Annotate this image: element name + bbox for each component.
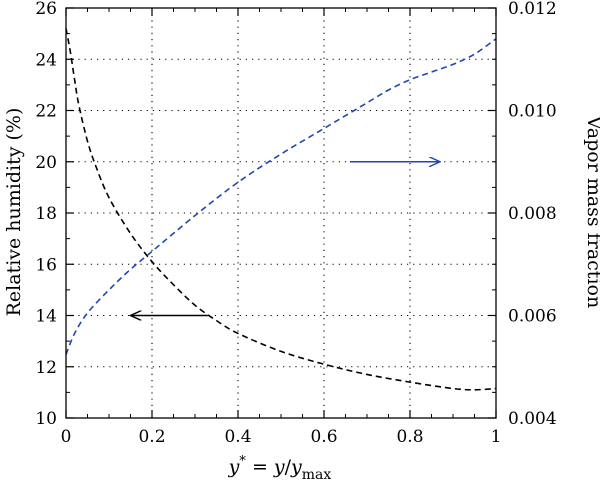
y-right-tick-label: 0.010 bbox=[508, 102, 557, 122]
x-label-var: y bbox=[228, 456, 240, 478]
y-left-tick-label: 22 bbox=[35, 102, 57, 122]
x-label-sub: max bbox=[302, 467, 332, 483]
x-axis-label: y* = y/ymax bbox=[228, 454, 332, 483]
y-left-tick-label: 20 bbox=[35, 153, 57, 173]
x-label-slash: / bbox=[285, 456, 292, 478]
y-right-tick-label: 0.004 bbox=[508, 409, 557, 429]
x-label-num: y bbox=[273, 456, 285, 478]
y-left-tick-label: 10 bbox=[35, 409, 57, 429]
x-tick-label: 0.8 bbox=[396, 427, 423, 447]
y-left-tick-label: 24 bbox=[35, 50, 57, 70]
x-tick-label: 0.6 bbox=[310, 427, 337, 447]
x-label-sup: * bbox=[239, 454, 246, 469]
tick-labels: 0 0.2 0.4 0.6 0.8 1 10 12 14 16 18 20 22 24 26 0.004 0.0… bbox=[35, 0, 556, 447]
y-right-tick-label: 0.006 bbox=[508, 307, 557, 327]
plot-frame bbox=[65, 7, 497, 419]
x-label-den: y bbox=[290, 456, 302, 478]
y-left-tick-label: 16 bbox=[35, 255, 57, 275]
y-left-tick-label: 14 bbox=[35, 307, 57, 327]
vapor-mass-fraction-line bbox=[65, 38, 497, 355]
x-tick-label: 0.4 bbox=[224, 427, 251, 447]
ticks bbox=[65, 7, 497, 419]
annotations bbox=[131, 162, 441, 316]
y-left-tick-label: 18 bbox=[35, 204, 57, 224]
grid bbox=[66, 8, 496, 418]
y-right-tick-label: 0.012 bbox=[508, 0, 557, 19]
relative-humidity-line bbox=[65, 28, 497, 391]
y-left-tick-label: 12 bbox=[35, 358, 57, 378]
x-tick-label: 1 bbox=[491, 427, 502, 447]
x-tick-label: 0.2 bbox=[138, 427, 165, 447]
series bbox=[65, 28, 497, 391]
y-left-tick-label: 26 bbox=[35, 0, 57, 19]
y-right-tick-label: 0.008 bbox=[508, 204, 557, 224]
y-left-axis-label: Relative humidity (%) bbox=[3, 108, 25, 317]
x-tick-label: 0 bbox=[61, 427, 72, 447]
x-label-eq: = bbox=[246, 456, 274, 478]
y-right-axis-label: Vapor mass fraction bbox=[583, 115, 600, 308]
